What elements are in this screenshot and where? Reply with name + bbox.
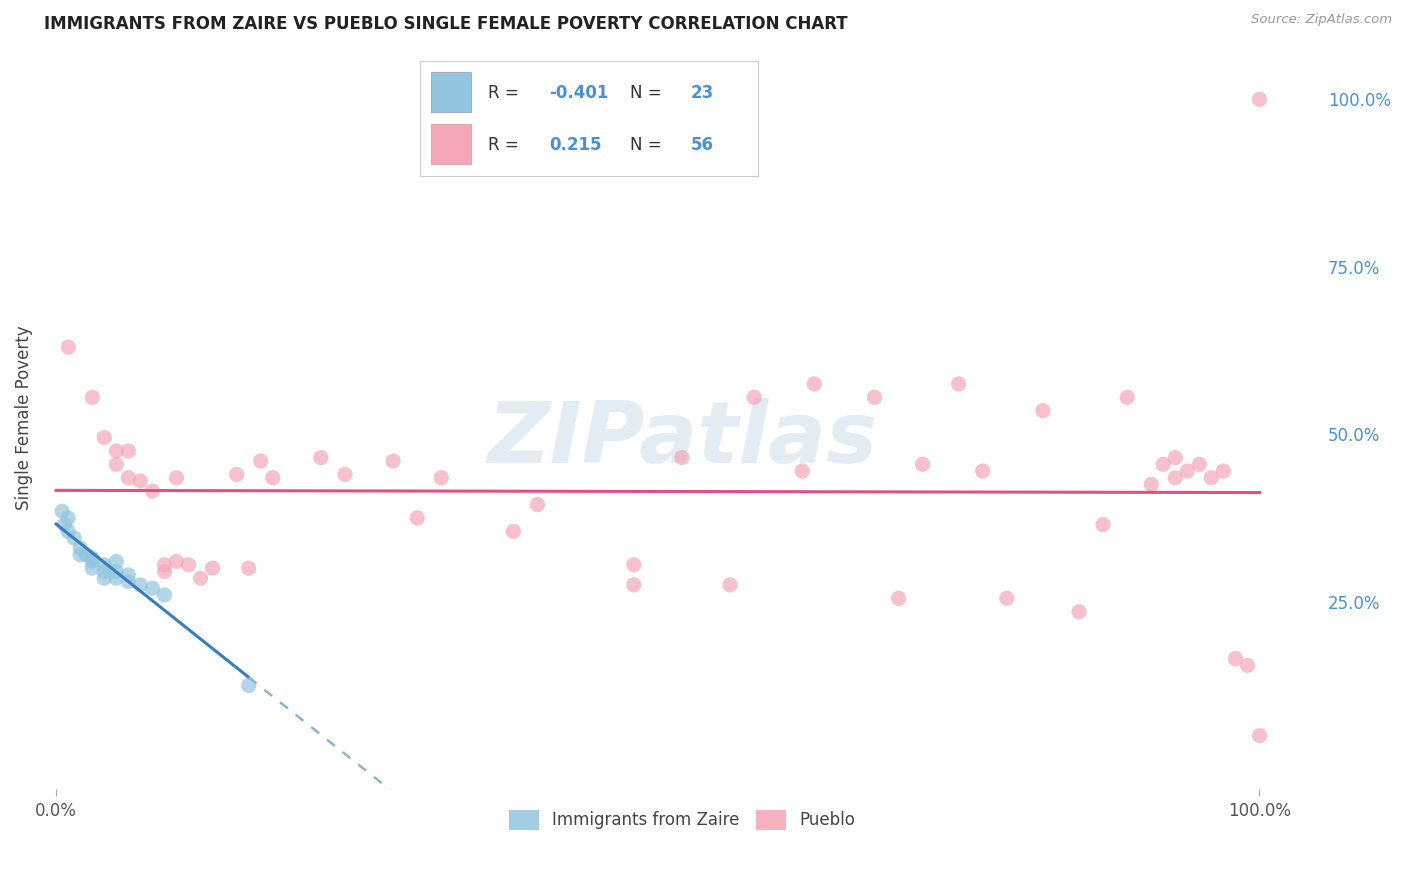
Point: [93, 431, 115, 445]
Point: [1236, 658, 1258, 673]
Point: [238, 561, 260, 575]
Point: [1152, 458, 1174, 472]
Point: [995, 591, 1018, 606]
Point: [1032, 403, 1054, 417]
Point: [309, 450, 332, 465]
Point: [948, 376, 970, 391]
Point: [82, 551, 104, 566]
Point: [718, 578, 741, 592]
Point: [382, 454, 405, 468]
Point: [177, 558, 200, 572]
Point: [141, 581, 163, 595]
Point: [51, 504, 73, 518]
Point: [1188, 458, 1211, 472]
Point: [887, 591, 910, 606]
Point: [863, 390, 886, 404]
Point: [803, 376, 825, 391]
Point: [117, 471, 139, 485]
Point: [406, 511, 429, 525]
Point: [82, 561, 104, 575]
Point: [623, 578, 645, 592]
Point: [105, 458, 128, 472]
Point: [105, 444, 128, 458]
Y-axis label: Single Female Poverty: Single Female Poverty: [15, 325, 32, 509]
Point: [190, 571, 212, 585]
Point: [742, 390, 765, 404]
Point: [1225, 651, 1247, 665]
Point: [82, 390, 104, 404]
Point: [249, 454, 271, 468]
Point: [56, 511, 79, 525]
Point: [166, 471, 188, 485]
Point: [262, 471, 284, 485]
Point: [129, 474, 152, 488]
Point: [105, 554, 128, 568]
Point: [911, 458, 934, 472]
Point: [502, 524, 524, 539]
Point: [1164, 450, 1187, 465]
Point: [117, 574, 139, 589]
Point: [105, 565, 128, 579]
Point: [1175, 464, 1198, 478]
Point: [201, 561, 224, 575]
Text: ZIPatlas: ZIPatlas: [486, 398, 877, 482]
Point: [972, 464, 994, 478]
Point: [69, 548, 91, 562]
Point: [166, 554, 188, 568]
Point: [1249, 729, 1271, 743]
Point: [1201, 471, 1223, 485]
Point: [153, 565, 176, 579]
Point: [1067, 605, 1090, 619]
Point: [1116, 390, 1139, 404]
Point: [105, 571, 128, 585]
Point: [526, 498, 548, 512]
Text: IMMIGRANTS FROM ZAIRE VS PUEBLO SINGLE FEMALE POVERTY CORRELATION CHART: IMMIGRANTS FROM ZAIRE VS PUEBLO SINGLE F…: [44, 15, 848, 33]
Point: [141, 484, 163, 499]
Point: [82, 554, 104, 568]
Point: [69, 541, 91, 555]
Point: [153, 588, 176, 602]
Legend: Immigrants from Zaire, Pueblo: Immigrants from Zaire, Pueblo: [502, 803, 862, 837]
Point: [623, 558, 645, 572]
Point: [93, 571, 115, 585]
Point: [1249, 92, 1271, 106]
Point: [792, 464, 814, 478]
Point: [75, 548, 97, 562]
Point: [1140, 477, 1163, 491]
Point: [238, 678, 260, 692]
Point: [63, 531, 86, 545]
Point: [129, 578, 152, 592]
Point: [117, 567, 139, 582]
Point: [153, 558, 176, 572]
Text: Source: ZipAtlas.com: Source: ZipAtlas.com: [1251, 13, 1392, 27]
Point: [117, 444, 139, 458]
Point: [93, 565, 115, 579]
Point: [333, 467, 356, 482]
Point: [93, 558, 115, 572]
Point: [1212, 464, 1234, 478]
Point: [56, 340, 79, 354]
Point: [56, 524, 79, 539]
Point: [1164, 471, 1187, 485]
Point: [671, 450, 693, 465]
Point: [225, 467, 247, 482]
Point: [1092, 517, 1115, 532]
Point: [430, 471, 453, 485]
Point: [53, 517, 76, 532]
